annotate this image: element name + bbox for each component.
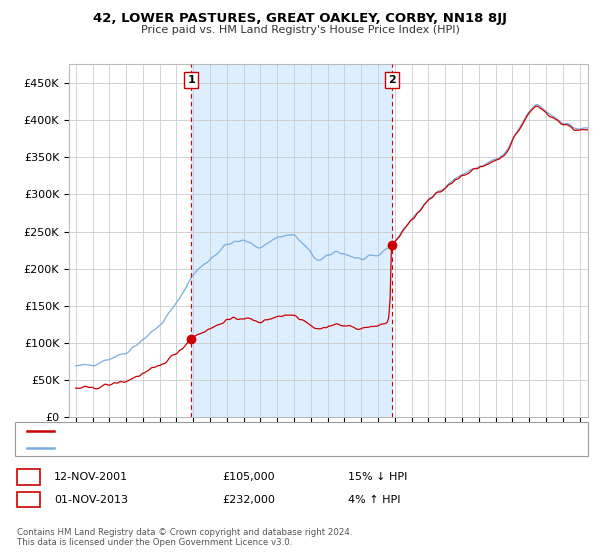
Text: 01-NOV-2013: 01-NOV-2013	[54, 494, 128, 505]
Text: 2: 2	[388, 75, 396, 85]
Text: £105,000: £105,000	[222, 472, 275, 482]
Text: 42, LOWER PASTURES, GREAT OAKLEY, CORBY, NN18 8JJ: 42, LOWER PASTURES, GREAT OAKLEY, CORBY,…	[93, 12, 507, 25]
Text: Contains HM Land Registry data © Crown copyright and database right 2024.
This d: Contains HM Land Registry data © Crown c…	[17, 528, 352, 547]
Text: 4% ↑ HPI: 4% ↑ HPI	[348, 494, 401, 505]
Text: 42, LOWER PASTURES, GREAT OAKLEY, CORBY, NN18 8JJ (detached house): 42, LOWER PASTURES, GREAT OAKLEY, CORBY,…	[58, 426, 428, 436]
Text: Price paid vs. HM Land Registry's House Price Index (HPI): Price paid vs. HM Land Registry's House …	[140, 25, 460, 35]
Bar	[191, 64, 392, 417]
Text: HPI: Average price, detached house, North Northamptonshire: HPI: Average price, detached house, Nort…	[58, 443, 364, 452]
Text: £232,000: £232,000	[222, 494, 275, 505]
Text: 1: 1	[187, 75, 195, 85]
Text: 15% ↓ HPI: 15% ↓ HPI	[348, 472, 407, 482]
Text: 1: 1	[24, 470, 32, 484]
Text: 12-NOV-2001: 12-NOV-2001	[54, 472, 128, 482]
Text: 2: 2	[24, 493, 32, 506]
